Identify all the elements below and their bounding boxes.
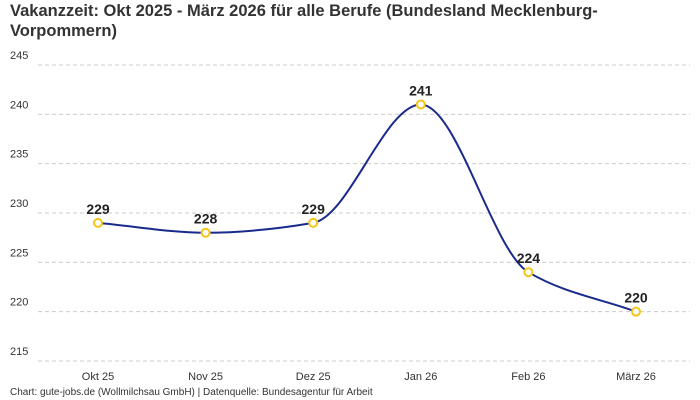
- chart-footer: Chart: gute-jobs.de (Wollmilchsau GmbH) …: [10, 387, 373, 398]
- x-tick-label: Jan 26: [404, 371, 437, 383]
- y-tick-label: 235: [10, 149, 28, 161]
- data-label: 241: [409, 82, 433, 98]
- y-tick-label: 240: [10, 99, 28, 111]
- data-point: [415, 99, 426, 110]
- data-point: [308, 217, 319, 228]
- data-label: 224: [517, 250, 541, 266]
- x-tick-label: Nov 25: [188, 371, 223, 383]
- data-point: [631, 306, 641, 317]
- series-line: [97, 103, 637, 313]
- data-label: 228: [194, 211, 218, 227]
- x-tick-label: Okt 25: [82, 371, 114, 383]
- data-point: [93, 217, 103, 228]
- y-tick-label: 230: [10, 198, 28, 210]
- data-label: 229: [86, 201, 110, 217]
- chart-title: Vakanzzeit: Okt 2025 - März 2026 für all…: [10, 2, 598, 40]
- y-tick-label: 225: [10, 247, 28, 259]
- x-tick-label: März 26: [616, 371, 656, 383]
- y-tick-label: 245: [10, 50, 28, 62]
- data-point: [523, 267, 534, 278]
- y-tick-label: 220: [10, 297, 28, 309]
- data-point: [200, 227, 211, 238]
- x-tick-label: Dez 25: [296, 371, 331, 383]
- x-tick-label: Feb 26: [511, 371, 545, 383]
- data-label: 229: [302, 201, 326, 217]
- data-label: 220: [624, 290, 648, 306]
- y-tick-label: 215: [10, 346, 28, 358]
